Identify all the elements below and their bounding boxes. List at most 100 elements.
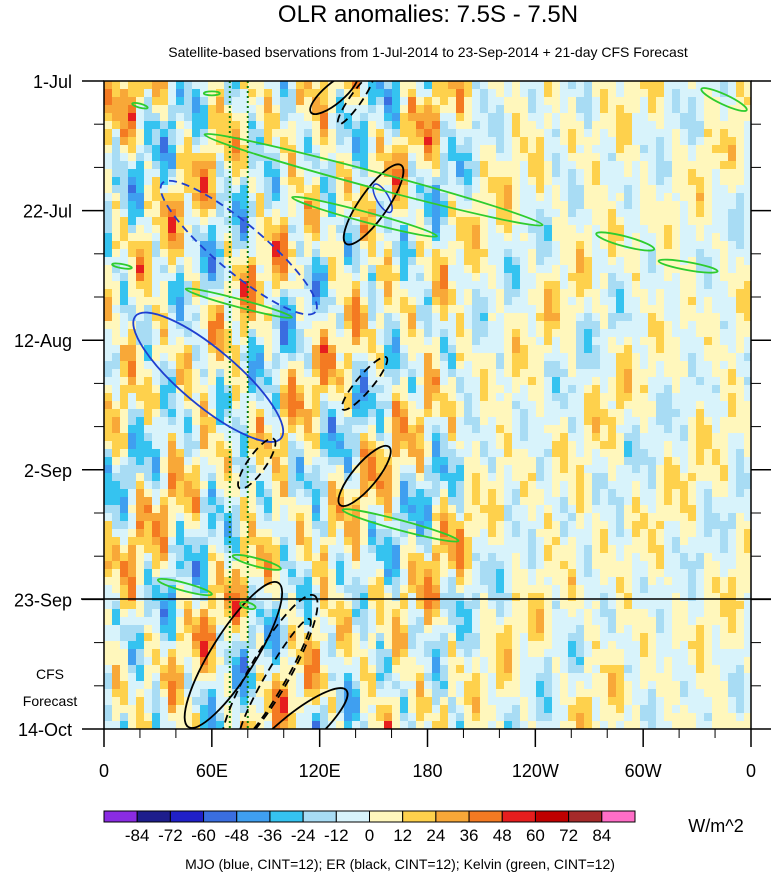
heat-cell: [200, 153, 209, 162]
heat-cell: [336, 441, 345, 450]
heat-cell: [744, 137, 751, 146]
heat-cell: [512, 433, 521, 442]
heat-cell: [472, 281, 481, 290]
heat-cell: [424, 281, 433, 290]
heat-cell: [352, 417, 361, 426]
heat-cell: [152, 113, 161, 122]
heat-cell: [352, 473, 361, 482]
heat-cell: [672, 313, 681, 322]
heat-cell: [304, 265, 313, 274]
heat-cell: [160, 329, 169, 338]
heat-cell: [376, 337, 385, 346]
heat-cell: [128, 529, 137, 538]
heat-cell: [664, 553, 673, 562]
heat-cell: [112, 497, 121, 506]
heat-cell: [208, 481, 217, 490]
heat-cell: [632, 129, 641, 138]
heat-cell: [168, 465, 177, 474]
heat-cell: [120, 529, 129, 538]
heat-cell: [664, 561, 673, 570]
heat-cell: [144, 297, 153, 306]
heat-cell: [296, 521, 305, 530]
heat-cell: [376, 289, 385, 298]
heat-cell: [392, 385, 401, 394]
heat-cell: [720, 273, 729, 282]
heat-cell: [464, 449, 473, 458]
heat-cell: [384, 473, 393, 482]
heat-cell: [712, 153, 721, 162]
heat-cell: [488, 249, 497, 258]
heat-cell: [504, 289, 513, 298]
heat-cell: [192, 129, 201, 138]
heat-cell: [528, 433, 537, 442]
heat-cell: [192, 337, 201, 346]
heat-cell: [272, 529, 281, 538]
heat-cell: [240, 105, 249, 114]
heat-cell: [672, 497, 681, 506]
heat-cell: [240, 529, 249, 538]
heat-cell: [112, 457, 121, 466]
heat-cell: [176, 281, 185, 290]
heat-cell: [528, 241, 537, 250]
heat-cell: [352, 289, 361, 298]
heat-cell: [680, 233, 689, 242]
heat-cell: [624, 441, 633, 450]
heat-cell: [576, 449, 585, 458]
heat-cell: [576, 265, 585, 274]
heat-cell: [448, 377, 457, 386]
heat-cell: [104, 385, 113, 394]
heat-cell: [432, 129, 441, 138]
heat-cell: [640, 257, 649, 266]
heat-cell: [256, 481, 265, 490]
heat-cell: [536, 497, 545, 506]
heat-cell: [152, 257, 161, 266]
heat-cell: [504, 433, 513, 442]
heat-cell: [384, 521, 393, 530]
heat-cell: [608, 89, 617, 98]
heat-cell: [248, 369, 257, 378]
heat-cell: [360, 377, 369, 386]
heat-cell: [280, 321, 289, 330]
heat-cell: [544, 449, 553, 458]
heat-cell: [712, 89, 721, 98]
heat-cell: [224, 185, 233, 194]
heat-cell: [720, 417, 729, 426]
heat-cell: [368, 393, 377, 402]
heat-cell: [360, 553, 369, 562]
heat-cell: [640, 401, 649, 410]
heat-cell: [472, 121, 481, 130]
heat-cell: [616, 457, 625, 466]
heat-cell: [632, 257, 641, 266]
heat-cell: [592, 545, 601, 554]
heat-cell: [616, 145, 625, 154]
heat-cell: [640, 241, 649, 250]
heat-cell: [568, 361, 577, 370]
heat-cell: [248, 297, 257, 306]
heat-cell: [120, 377, 129, 386]
heat-cell: [704, 233, 713, 242]
heat-cell: [120, 153, 129, 162]
heat-cell: [600, 281, 609, 290]
heat-cell: [696, 521, 705, 530]
heat-cell: [376, 553, 385, 562]
heat-cell: [520, 209, 529, 218]
heat-cell: [344, 561, 353, 570]
heat-cell: [192, 553, 201, 562]
heat-cell: [744, 369, 751, 378]
heat-cell: [704, 401, 713, 410]
heat-cell: [336, 377, 345, 386]
heat-cell: [224, 417, 233, 426]
heat-cell: [224, 209, 233, 218]
heat-cell: [136, 177, 145, 186]
heat-cell: [112, 545, 121, 554]
heat-cell: [456, 153, 465, 162]
heat-cell: [544, 193, 553, 202]
heat-cell: [568, 401, 577, 410]
heat-cell: [440, 161, 449, 170]
heat-cell: [352, 185, 361, 194]
heat-cell: [744, 457, 751, 466]
heat-cell: [736, 521, 745, 530]
heat-cell: [704, 473, 713, 482]
heat-cell: [688, 417, 697, 426]
heat-cell: [296, 505, 305, 514]
